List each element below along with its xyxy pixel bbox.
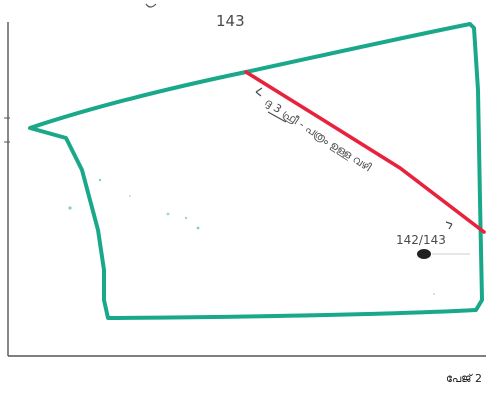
note-arrow-left xyxy=(255,87,263,97)
note-arrow-right xyxy=(445,221,453,230)
plot-number-label: 143 xyxy=(216,12,245,30)
road-boundary xyxy=(244,70,486,234)
scan-speck xyxy=(68,206,72,210)
page-footer-label: പേജ് 2 xyxy=(445,372,482,385)
scan-speck xyxy=(433,293,435,295)
scan-speck xyxy=(184,216,188,220)
scan-speck xyxy=(196,226,200,230)
scan-speck xyxy=(166,212,170,216)
scan-speck xyxy=(98,178,102,182)
scan-speck xyxy=(129,195,131,197)
road-boundary-note: ദ്ദ 3 ഫ്രീ - പത്രം ഉള്ള വഴി xyxy=(262,96,373,175)
survey-marker-dot xyxy=(417,249,431,259)
parcel-boundary xyxy=(28,22,484,320)
adjacent-plot-label: 142/143 xyxy=(396,233,446,247)
note-underline xyxy=(267,111,287,123)
top-scribble xyxy=(145,3,157,8)
